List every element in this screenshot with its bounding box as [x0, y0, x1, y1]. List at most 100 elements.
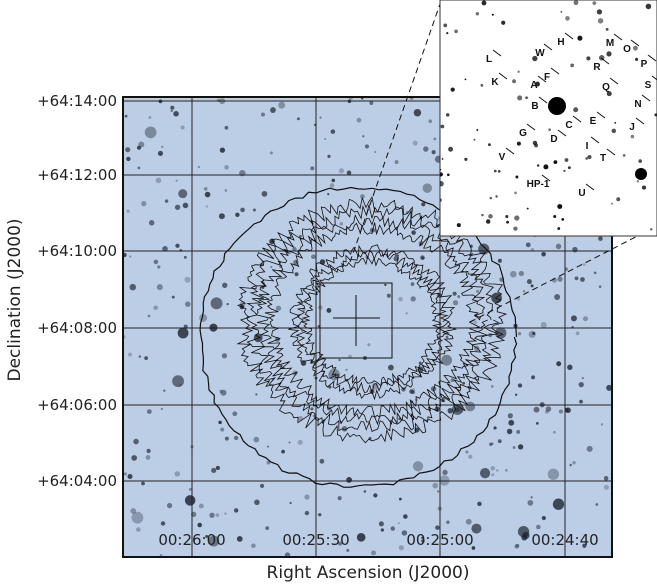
star — [339, 222, 344, 226]
star — [164, 199, 169, 203]
star — [501, 20, 506, 25]
y-axis-title: Declination (J2000) — [5, 218, 25, 381]
star — [447, 407, 454, 414]
star — [236, 536, 243, 542]
star-label: B — [531, 101, 538, 112]
star — [188, 487, 192, 491]
star — [432, 482, 439, 489]
star — [146, 448, 151, 454]
star — [384, 283, 387, 287]
star — [178, 189, 188, 199]
star — [471, 523, 482, 534]
star — [490, 385, 494, 388]
y-tick-label: +64:04:00 — [37, 472, 117, 490]
star — [418, 361, 422, 365]
star — [330, 129, 336, 134]
star — [318, 513, 322, 517]
star — [421, 536, 424, 539]
star — [136, 527, 141, 532]
star — [497, 439, 502, 444]
star-label: H — [557, 37, 564, 48]
star — [156, 284, 163, 291]
star — [504, 468, 508, 472]
star — [572, 246, 578, 253]
star — [598, 236, 603, 241]
star — [476, 129, 479, 132]
star — [544, 409, 549, 414]
star — [224, 125, 229, 130]
star — [465, 450, 469, 454]
star — [564, 158, 569, 162]
star — [215, 513, 220, 517]
star — [650, 228, 653, 231]
star — [173, 111, 179, 117]
star-label: L — [486, 54, 492, 65]
star — [567, 364, 573, 370]
star-label: C — [565, 120, 572, 131]
pointer — [498, 72, 508, 80]
star — [465, 518, 472, 525]
star — [255, 393, 258, 396]
star — [440, 181, 444, 187]
star — [516, 429, 521, 434]
star — [514, 544, 520, 549]
star — [514, 191, 517, 195]
star — [356, 117, 362, 123]
star — [222, 282, 228, 288]
star — [345, 368, 348, 372]
star — [532, 331, 536, 335]
pointer — [635, 117, 645, 125]
star — [205, 205, 209, 208]
star — [563, 169, 566, 173]
star — [530, 496, 533, 499]
star — [535, 81, 540, 87]
star — [431, 150, 436, 155]
star — [497, 169, 501, 173]
star — [329, 183, 335, 188]
star — [147, 314, 151, 318]
star — [439, 475, 450, 486]
star — [473, 138, 476, 141]
star-label: V — [499, 152, 506, 163]
star — [387, 364, 394, 371]
star — [215, 465, 220, 471]
star — [512, 446, 516, 449]
star — [182, 202, 189, 209]
star-label: W — [535, 48, 545, 59]
star — [468, 454, 473, 459]
star — [226, 302, 229, 306]
star — [557, 227, 561, 230]
star — [530, 284, 534, 288]
star — [211, 467, 217, 474]
star — [603, 484, 609, 490]
star — [630, 134, 635, 139]
star — [218, 420, 222, 425]
star — [289, 501, 292, 505]
x-tick-label: 00:25:00 — [406, 531, 473, 549]
star — [465, 401, 476, 412]
star — [153, 305, 158, 311]
star — [128, 352, 133, 357]
star — [300, 360, 307, 366]
star — [141, 200, 147, 207]
y-tick-label: +64:06:00 — [37, 396, 117, 414]
star — [447, 173, 450, 177]
star — [614, 121, 617, 124]
star — [398, 497, 402, 501]
star — [494, 327, 507, 339]
star — [585, 157, 588, 160]
y-tick-label: +64:10:00 — [37, 242, 117, 260]
star — [233, 508, 239, 513]
star — [531, 375, 535, 380]
star — [166, 502, 173, 509]
star — [475, 289, 480, 294]
star — [575, 331, 580, 336]
star — [410, 282, 415, 286]
star — [412, 461, 424, 472]
x-tick-label: 00:26:00 — [158, 531, 225, 549]
star — [422, 183, 433, 193]
star — [138, 355, 142, 358]
star — [141, 481, 145, 486]
star-label: D — [550, 134, 557, 145]
star — [488, 214, 493, 219]
